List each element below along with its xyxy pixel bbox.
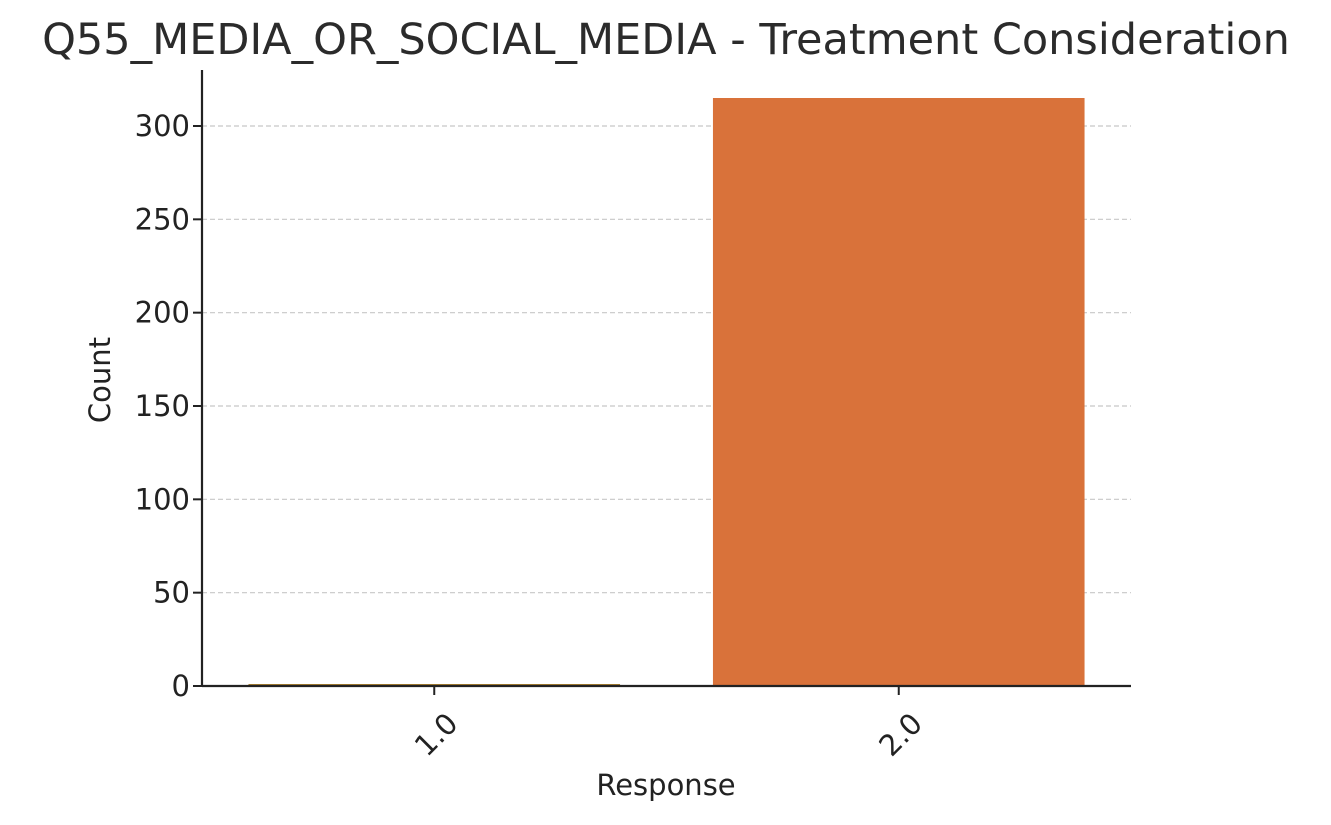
chart-title: Q55_MEDIA_OR_SOCIAL_MEDIA - Treatment Co… — [42, 15, 1290, 65]
y-tick-label: 200 — [135, 296, 190, 330]
grid-lines — [202, 125, 1131, 594]
y-axis-label: Count — [83, 337, 117, 423]
x-tick-label: 1.0 — [408, 706, 465, 763]
axes — [193, 70, 1131, 695]
y-tick-label: 50 — [153, 576, 190, 610]
x-axis-label: Response — [596, 768, 735, 802]
bars — [248, 98, 1085, 686]
bar — [712, 98, 1085, 686]
y-tick-label: 100 — [135, 482, 190, 516]
y-tick-label: 0 — [172, 669, 190, 703]
x-tick-label: 2.0 — [872, 706, 929, 763]
y-tick-labels: 0 50 100 150 200 250 300 — [135, 109, 190, 703]
y-tick-label: 300 — [135, 109, 190, 143]
y-tick-label: 150 — [135, 389, 190, 423]
x-tick-labels: 1.0 2.0 — [408, 706, 929, 763]
y-tick-label: 250 — [135, 202, 190, 236]
